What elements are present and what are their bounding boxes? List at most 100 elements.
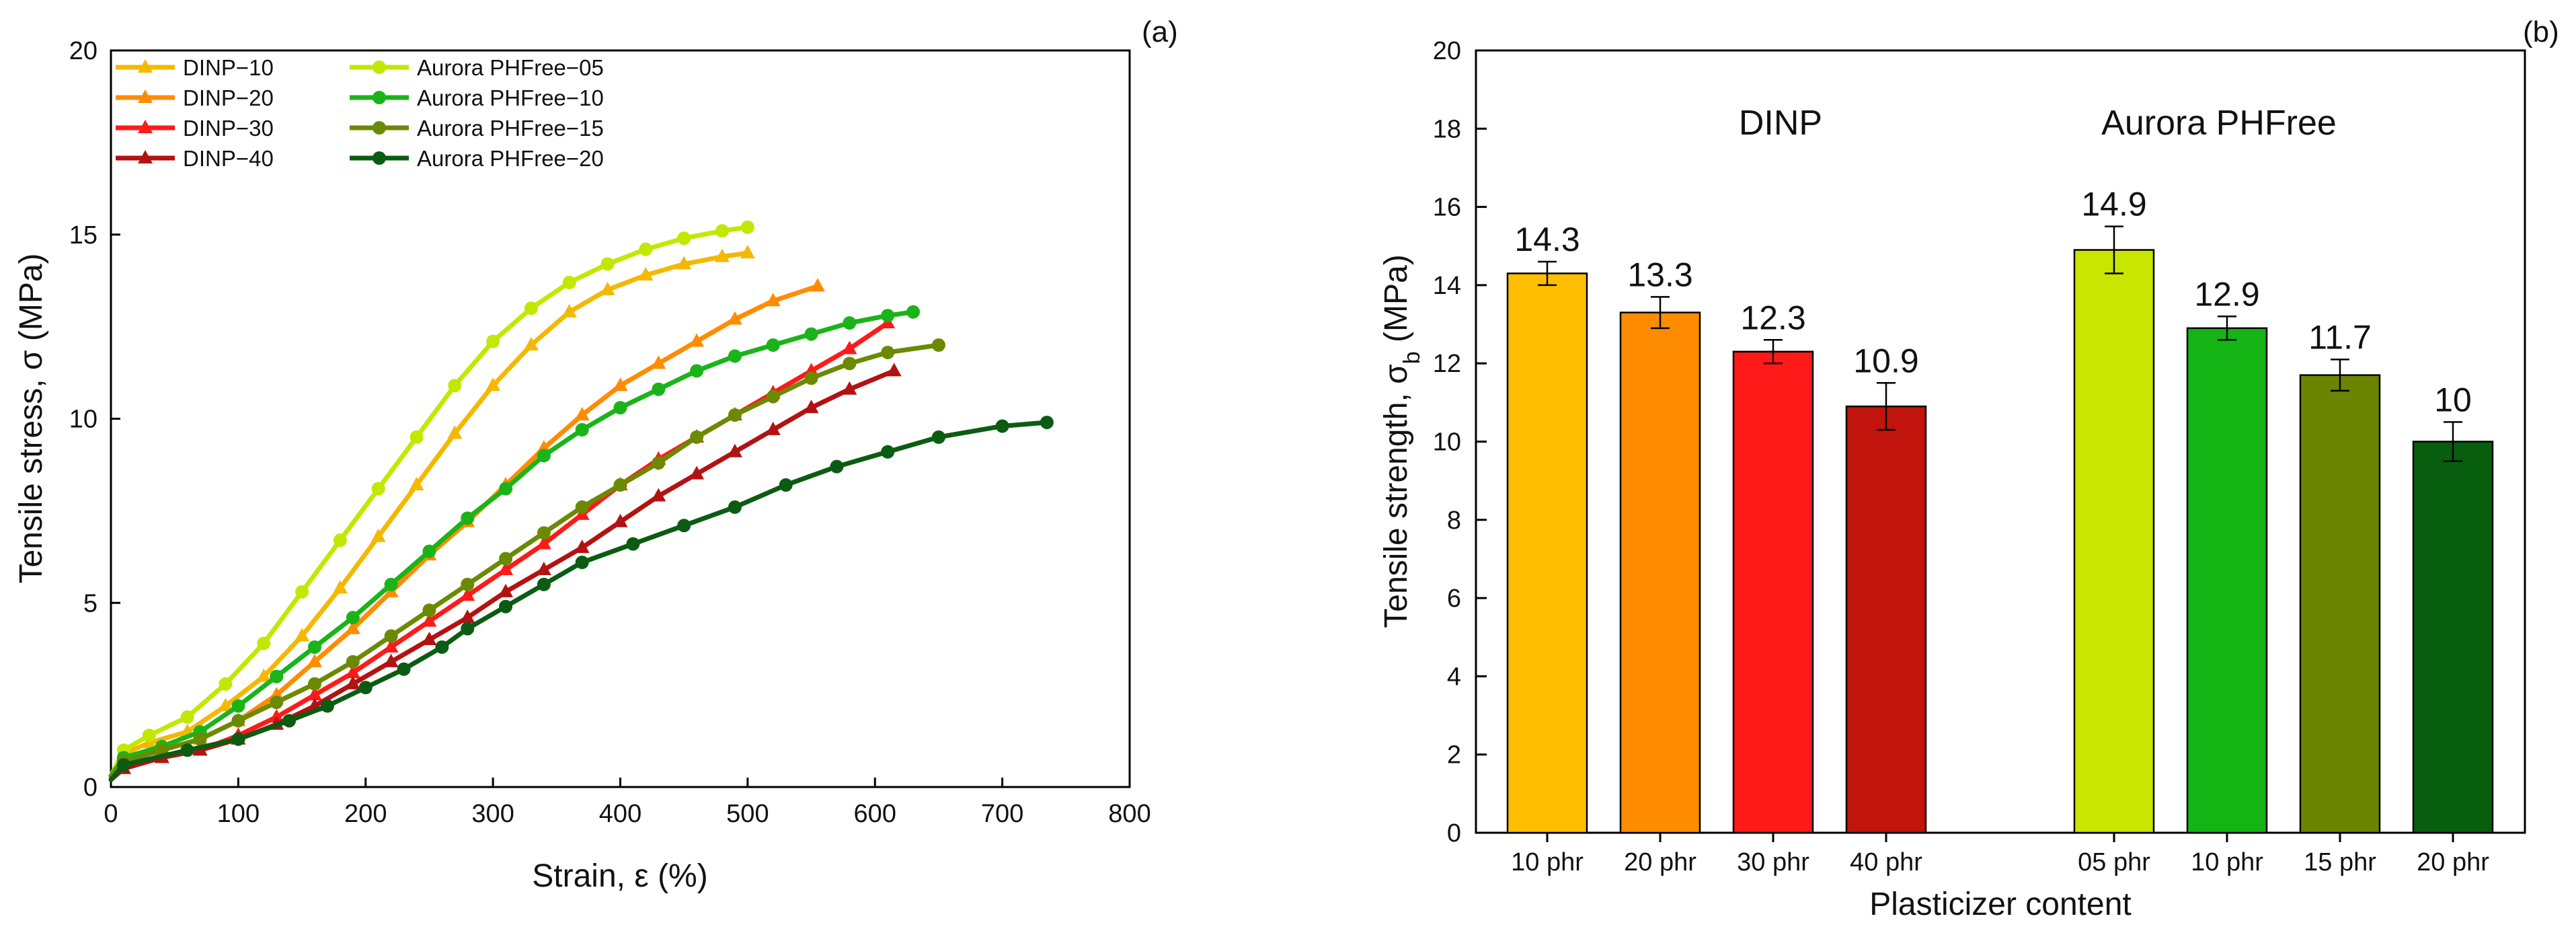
data-point [219, 677, 233, 691]
x-tick-label: 30 phr [1737, 848, 1809, 876]
legend-marker [138, 59, 153, 73]
bar-value-label: 14.3 [1514, 221, 1579, 258]
data-point [677, 231, 691, 246]
panel-b-bars: 14.3 10 phr 13.3 20 phr 12.3 30 phr 10.9 40 phr… [1506, 186, 2494, 876]
data-point [498, 583, 514, 597]
data-point [690, 430, 704, 444]
data-point [652, 382, 666, 396]
data-point [295, 628, 310, 642]
panel-a-y-tick-label: 10 [69, 406, 97, 434]
panel-a-y-axis-label: Tensile stress, σ (MPa) [13, 253, 49, 583]
data-point [765, 293, 781, 307]
bar [2412, 441, 2494, 834]
data-point [257, 636, 271, 650]
data-point [537, 449, 551, 463]
panel-b-y-tick-label: 14 [1433, 272, 1461, 300]
data-point [677, 519, 691, 533]
data-point [575, 556, 589, 570]
data-point [727, 443, 742, 457]
data-point [906, 305, 921, 319]
panel-a-y-tick-label: 5 [83, 589, 97, 618]
legend-entry: DINP−10 [116, 55, 274, 80]
x-tick-label: 05 phr [2078, 848, 2150, 876]
panel-a-x-tick-label: 700 [981, 800, 1023, 828]
data-point [142, 728, 156, 743]
panel-a-y-tick-label: 15 [69, 221, 97, 250]
legend-entry: DINP−40 [116, 146, 274, 171]
data-point [766, 338, 780, 352]
data-point [460, 609, 475, 624]
bar [1845, 405, 1927, 834]
bar-value-label: 12.3 [1740, 299, 1805, 336]
data-point [613, 478, 627, 492]
legend-label: DINP−40 [183, 146, 274, 171]
data-point [295, 585, 309, 599]
panel-b-y-axis-label-subscript: b [1399, 351, 1425, 364]
data-point [537, 577, 551, 591]
panel-a-ticks: 0 100 200 300 400 500 600 700 800 0 5 10 15 20 [69, 37, 1151, 828]
bar-value-label: 14.9 [2081, 186, 2146, 223]
data-point [995, 419, 1009, 433]
bar [2073, 249, 2155, 834]
bar-value-label: 13.3 [1627, 256, 1692, 293]
data-point [256, 668, 272, 682]
panel-b-bar-chart: 0 2 4 6 8 10 12 14 16 18 20 14.3 10 phr 13.3 20 phr 12… [1378, 15, 2559, 922]
legend-marker [138, 150, 153, 163]
legend-marker [373, 121, 386, 135]
data-point [308, 640, 321, 654]
series-line [108, 420, 1050, 782]
data-point [561, 303, 577, 317]
panel-b-y-axis-label: Tensile strength, σb (MPa) [1378, 254, 1425, 628]
bar-aurora-phfree-15phr: 11.7 15 phr [2299, 318, 2381, 876]
x-tick-label: 20 phr [2417, 848, 2489, 876]
x-tick-label: 10 phr [1511, 848, 1584, 876]
bar-aurora-phfree-05phr: 14.9 05 phr [2073, 186, 2155, 876]
data-point [638, 266, 654, 280]
data-point [728, 408, 742, 422]
legend-marker [138, 120, 153, 133]
data-point [383, 653, 399, 667]
data-point [270, 669, 284, 683]
data-point [766, 389, 780, 404]
data-point [728, 500, 742, 514]
data-point [486, 334, 500, 348]
data-point [345, 675, 360, 689]
panel-b-ticks: 0 2 4 6 8 10 12 14 16 18 20 [1433, 37, 1487, 848]
data-point [499, 552, 513, 566]
data-point [804, 327, 818, 341]
panel-b-y-tick-label: 10 [1433, 428, 1461, 457]
data-point [575, 422, 589, 437]
data-point [626, 537, 640, 551]
series-dinp-20 [108, 278, 826, 782]
data-point [180, 710, 194, 724]
legend-label: Aurora PHFree−15 [417, 116, 604, 141]
data-point [574, 407, 590, 421]
data-point [765, 421, 781, 435]
data-point [333, 533, 347, 548]
series-aurora-phfree-20 [108, 415, 1054, 782]
data-point [371, 482, 385, 496]
bar [2186, 327, 2268, 834]
panel-a-series-group [108, 220, 1054, 782]
bar [2299, 374, 2381, 834]
data-point [715, 248, 730, 262]
data-point [397, 662, 411, 676]
panel-a-x-tick-label: 0 [104, 800, 118, 828]
data-point [536, 561, 551, 575]
bar-dinp-20phr: 13.3 20 phr [1619, 256, 1701, 876]
data-point [384, 577, 398, 591]
legend-label: DINP−20 [183, 85, 274, 110]
panel-a-x-tick-label: 600 [854, 800, 896, 828]
panel-b-y-tick-label: 4 [1447, 663, 1461, 691]
data-point [779, 478, 793, 492]
data-point [193, 732, 207, 746]
legend-marker [373, 151, 386, 165]
data-point [613, 401, 627, 415]
data-point [804, 400, 819, 414]
data-point [1040, 415, 1054, 429]
bar-dinp-10phr: 14.3 10 phr [1506, 221, 1588, 876]
series-line [108, 283, 820, 782]
data-point [345, 665, 360, 679]
series-aurora-phfree-15 [108, 338, 945, 779]
